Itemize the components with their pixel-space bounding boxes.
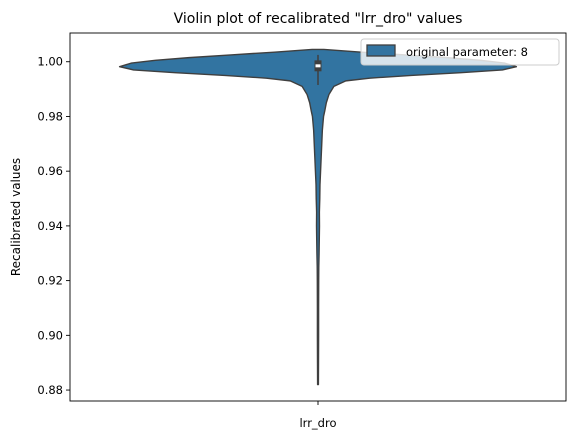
y-tick-label: 0.96 (37, 164, 63, 178)
y-tick-label: 1.00 (37, 55, 63, 69)
x-tick-label: lrr_dro (299, 416, 336, 430)
y-tick-label: 0.92 (37, 274, 63, 288)
legend-box (360, 38, 560, 66)
y-tick-label: 0.98 (37, 109, 63, 123)
violin-body (118, 48, 518, 386)
chart-title: Violin plot of recalibrated "lrr_dro" va… (174, 11, 463, 27)
violin-layer (118, 48, 518, 386)
legend-swatch (366, 44, 396, 57)
box-layer (314, 54, 322, 85)
x-axis: lrr_dro (299, 401, 337, 430)
y-axis: 0.88 0.90 0.92 0.94 0.96 0.98 1.00 (37, 55, 70, 397)
y-axis-label: Recalibrated values (9, 158, 23, 276)
y-tick-label: 0.88 (37, 383, 63, 397)
y-tick-label: 0.90 (37, 328, 63, 342)
violin-median (315, 64, 321, 68)
y-tick-label: 0.94 (37, 219, 63, 233)
legend-entry-label: original parameter: 8 (406, 45, 528, 59)
legend: original parameter: 8 (360, 38, 560, 66)
